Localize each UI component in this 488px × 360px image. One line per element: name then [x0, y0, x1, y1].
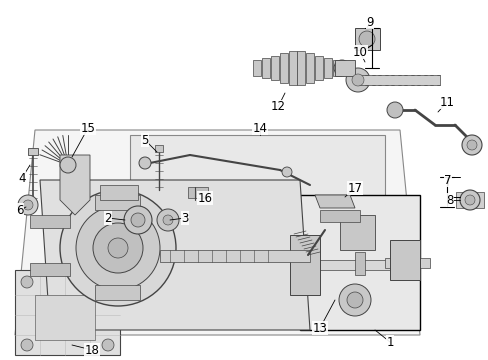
Polygon shape — [314, 195, 354, 208]
Circle shape — [157, 209, 179, 231]
Polygon shape — [187, 187, 207, 198]
Circle shape — [461, 135, 481, 155]
Polygon shape — [35, 295, 95, 340]
Text: 8: 8 — [446, 194, 453, 207]
Polygon shape — [100, 185, 138, 200]
Circle shape — [23, 200, 33, 210]
Circle shape — [346, 292, 362, 308]
Polygon shape — [15, 270, 120, 355]
Circle shape — [333, 60, 349, 76]
Text: 13: 13 — [312, 321, 327, 334]
Polygon shape — [28, 148, 38, 155]
Polygon shape — [262, 58, 269, 78]
Polygon shape — [30, 263, 70, 276]
Polygon shape — [288, 51, 296, 85]
Polygon shape — [299, 260, 389, 270]
Text: 16: 16 — [197, 192, 212, 204]
Polygon shape — [299, 195, 419, 330]
Polygon shape — [15, 130, 419, 335]
Text: 5: 5 — [141, 134, 148, 147]
Polygon shape — [95, 285, 140, 300]
Polygon shape — [357, 75, 439, 85]
Circle shape — [466, 140, 476, 150]
Circle shape — [346, 68, 369, 92]
Polygon shape — [95, 195, 140, 210]
Circle shape — [163, 215, 173, 225]
Polygon shape — [334, 60, 354, 76]
Circle shape — [102, 339, 114, 351]
Polygon shape — [319, 210, 359, 222]
Circle shape — [21, 276, 33, 288]
Circle shape — [351, 74, 363, 86]
Polygon shape — [270, 55, 278, 80]
Text: 10: 10 — [352, 45, 366, 58]
Circle shape — [386, 102, 402, 118]
Circle shape — [358, 31, 374, 47]
Polygon shape — [297, 51, 305, 85]
Text: 17: 17 — [347, 181, 362, 194]
Text: 1: 1 — [386, 336, 393, 348]
Circle shape — [108, 238, 128, 258]
Text: 7: 7 — [443, 174, 451, 186]
Polygon shape — [315, 55, 323, 80]
Circle shape — [124, 206, 152, 234]
Circle shape — [459, 190, 479, 210]
Polygon shape — [30, 215, 70, 228]
Polygon shape — [279, 53, 287, 83]
Polygon shape — [455, 192, 483, 208]
Text: 2: 2 — [104, 211, 112, 225]
Text: 6: 6 — [16, 203, 24, 216]
Polygon shape — [305, 53, 314, 83]
Polygon shape — [332, 60, 340, 76]
Circle shape — [131, 213, 145, 227]
Polygon shape — [40, 180, 309, 330]
Text: 3: 3 — [181, 211, 188, 225]
Circle shape — [93, 223, 142, 273]
Text: 9: 9 — [366, 15, 373, 28]
Text: 11: 11 — [439, 95, 453, 108]
Circle shape — [60, 157, 76, 173]
Polygon shape — [130, 135, 384, 215]
Text: 4: 4 — [18, 171, 26, 184]
Text: 14: 14 — [252, 122, 267, 135]
Polygon shape — [339, 215, 374, 250]
Polygon shape — [389, 240, 419, 280]
Circle shape — [282, 167, 291, 177]
Polygon shape — [354, 28, 379, 50]
Circle shape — [21, 339, 33, 351]
Polygon shape — [155, 145, 163, 152]
Polygon shape — [252, 60, 261, 76]
Circle shape — [60, 190, 176, 306]
Circle shape — [139, 157, 151, 169]
Text: 18: 18 — [84, 343, 99, 356]
Text: 12: 12 — [270, 100, 285, 113]
Circle shape — [18, 195, 38, 215]
Polygon shape — [60, 155, 90, 215]
Polygon shape — [324, 58, 331, 78]
Polygon shape — [384, 258, 429, 268]
Circle shape — [76, 206, 160, 290]
Circle shape — [464, 195, 474, 205]
Polygon shape — [354, 252, 364, 275]
Text: 15: 15 — [81, 122, 95, 135]
Circle shape — [102, 276, 114, 288]
Polygon shape — [160, 250, 309, 262]
Circle shape — [338, 284, 370, 316]
Polygon shape — [289, 235, 319, 295]
